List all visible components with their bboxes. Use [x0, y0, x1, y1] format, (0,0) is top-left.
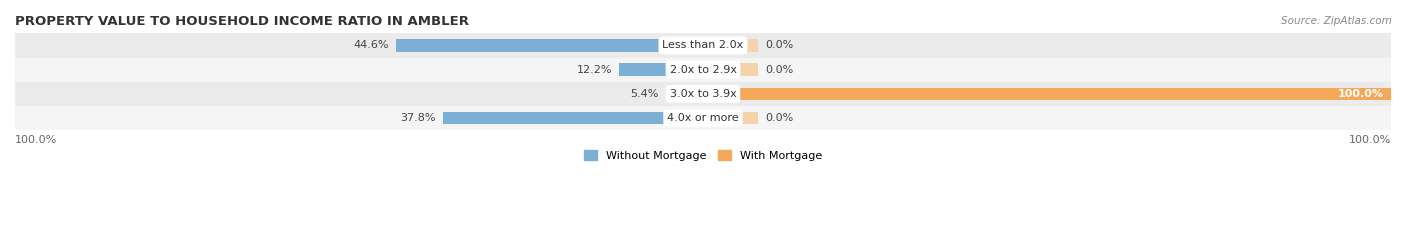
Text: 12.2%: 12.2% [576, 65, 612, 75]
Text: 100.0%: 100.0% [1348, 135, 1391, 146]
Text: 100.0%: 100.0% [1339, 89, 1384, 99]
Bar [619, 63, 703, 76]
Bar [703, 39, 758, 52]
Text: 3.0x to 3.9x: 3.0x to 3.9x [669, 89, 737, 99]
Text: PROPERTY VALUE TO HOUSEHOLD INCOME RATIO IN AMBLER: PROPERTY VALUE TO HOUSEHOLD INCOME RATIO… [15, 15, 470, 28]
Text: 0.0%: 0.0% [765, 65, 793, 75]
Text: 4.0x or more: 4.0x or more [668, 113, 738, 123]
Bar [703, 88, 1391, 100]
Bar [666, 88, 703, 100]
Bar [15, 106, 1391, 130]
Legend: Without Mortgage, With Mortgage: Without Mortgage, With Mortgage [579, 146, 827, 165]
Bar [703, 63, 758, 76]
Text: 2.0x to 2.9x: 2.0x to 2.9x [669, 65, 737, 75]
Bar [396, 39, 703, 52]
Text: 0.0%: 0.0% [765, 113, 793, 123]
Text: 100.0%: 100.0% [15, 135, 58, 146]
Text: 44.6%: 44.6% [354, 40, 389, 51]
Bar [443, 112, 703, 124]
Bar [703, 112, 758, 124]
Bar [15, 58, 1391, 82]
Bar [15, 33, 1391, 58]
Text: 5.4%: 5.4% [631, 89, 659, 99]
Text: Less than 2.0x: Less than 2.0x [662, 40, 744, 51]
Text: 37.8%: 37.8% [401, 113, 436, 123]
Text: Source: ZipAtlas.com: Source: ZipAtlas.com [1281, 16, 1392, 26]
Bar [15, 82, 1391, 106]
Text: 0.0%: 0.0% [765, 40, 793, 51]
